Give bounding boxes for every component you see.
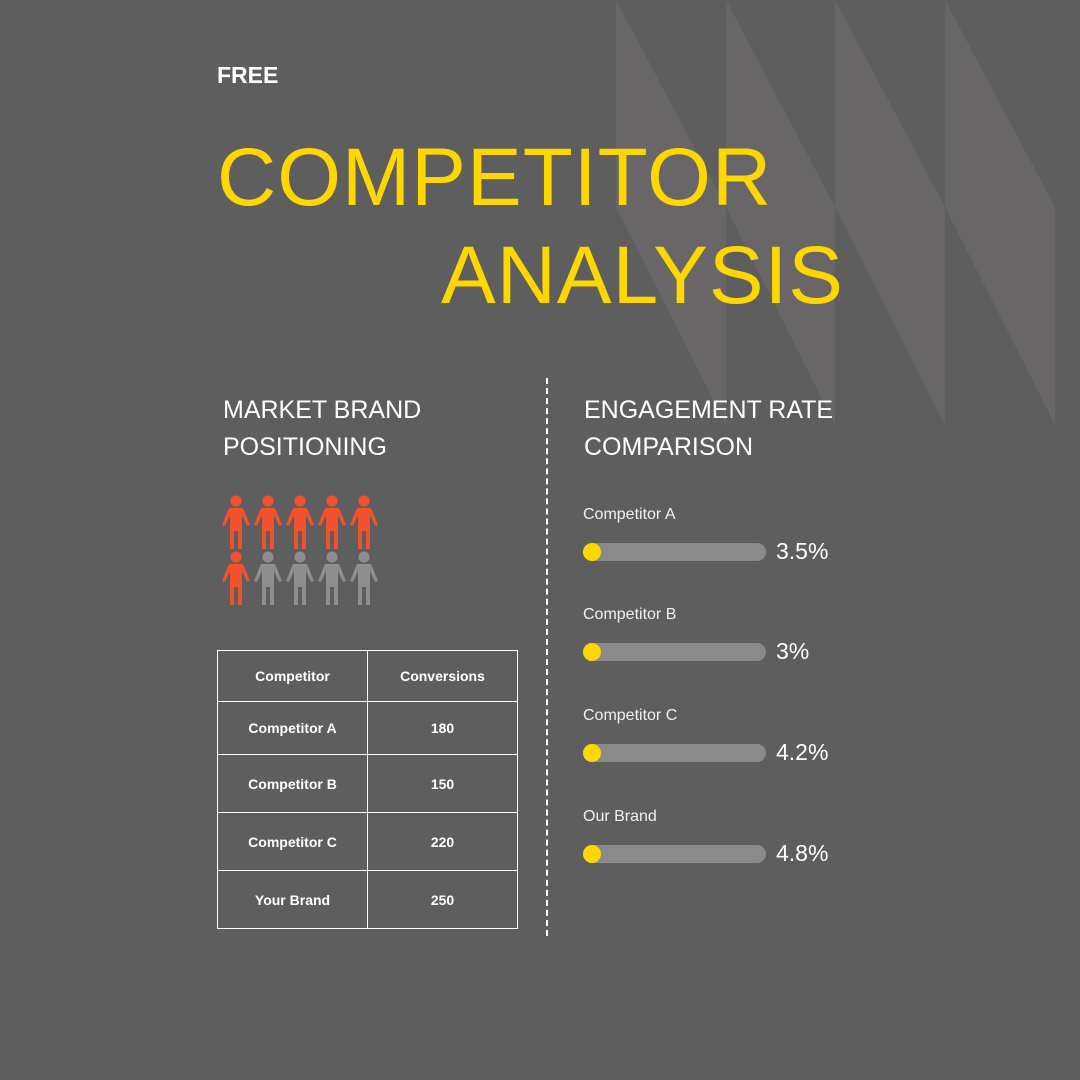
engagement-item: Competitor C 4.2% xyxy=(583,707,883,766)
person-icon xyxy=(318,551,346,605)
heading-line: POSITIONING xyxy=(223,433,387,461)
bar-dot xyxy=(583,743,601,762)
engagement-value: 4.2% xyxy=(776,739,829,765)
engagement-bar xyxy=(583,743,766,762)
table-cell: 180 xyxy=(367,701,518,755)
engagement-item: Competitor B 3% xyxy=(583,606,883,665)
heading-line: ENGAGEMENT RATE xyxy=(584,396,834,424)
person-icon-highlighted xyxy=(286,495,314,549)
table-row: Competitor A 180 xyxy=(217,701,518,755)
market-brand-heading: MARKET BRAND POSITIONING xyxy=(223,392,421,466)
header-cell: Competitor xyxy=(217,650,368,702)
heading-line: MARKET BRAND xyxy=(223,396,422,424)
bar-dot xyxy=(583,642,601,661)
table-cell: Your Brand xyxy=(217,870,368,929)
table-cell: Competitor B xyxy=(217,754,368,813)
person-icon-highlighted xyxy=(350,495,378,549)
table-cell: 220 xyxy=(367,812,518,871)
engagement-bar xyxy=(583,542,766,561)
people-pictogram xyxy=(220,495,385,607)
table-row: Competitor C 220 xyxy=(217,812,518,871)
engagement-label: Competitor A xyxy=(583,506,676,523)
header-cell: Conversions xyxy=(367,650,518,702)
person-icon xyxy=(286,551,314,605)
engagement-bar xyxy=(583,642,766,661)
engagement-label: Competitor B xyxy=(583,606,677,623)
engagement-item: Our Brand 4.8% xyxy=(583,808,883,867)
table-cell: Competitor C xyxy=(217,812,368,871)
dashed-divider xyxy=(546,378,548,936)
table-row: Competitor B 150 xyxy=(217,754,518,813)
bar-dot xyxy=(583,844,601,863)
table-cell: 250 xyxy=(367,870,518,929)
table-header-row: Competitor Conversions xyxy=(217,650,518,702)
conversions-table: Competitor Conversions Competitor A 180 … xyxy=(217,650,518,929)
person-icon xyxy=(350,551,378,605)
table-row: Your Brand 250 xyxy=(217,870,518,929)
engagement-label: Our Brand xyxy=(583,808,657,825)
bar-dot xyxy=(583,542,601,561)
engagement-value: 4.8% xyxy=(776,840,829,866)
person-icon-highlighted xyxy=(254,495,282,549)
engagement-label: Competitor C xyxy=(583,707,678,724)
engagement-heading: ENGAGEMENT RATE COMPARISON xyxy=(584,392,833,466)
person-icon-highlighted xyxy=(318,495,346,549)
engagement-bar xyxy=(583,844,766,863)
engagement-value: 3.5% xyxy=(776,538,829,564)
person-icon xyxy=(254,551,282,605)
free-tag: FREE xyxy=(217,62,279,88)
engagement-item: Competitor A 3.5% xyxy=(583,506,883,565)
table-cell: Competitor A xyxy=(217,701,368,755)
table-cell: 150 xyxy=(367,754,518,813)
person-icon-highlighted xyxy=(222,495,250,549)
heading-line: COMPARISON xyxy=(584,433,753,461)
engagement-value: 3% xyxy=(776,638,810,664)
person-icon-highlighted xyxy=(222,551,250,605)
page-title-line2: ANALYSIS xyxy=(441,230,844,321)
page-title-line1: COMPETITOR xyxy=(217,132,773,223)
